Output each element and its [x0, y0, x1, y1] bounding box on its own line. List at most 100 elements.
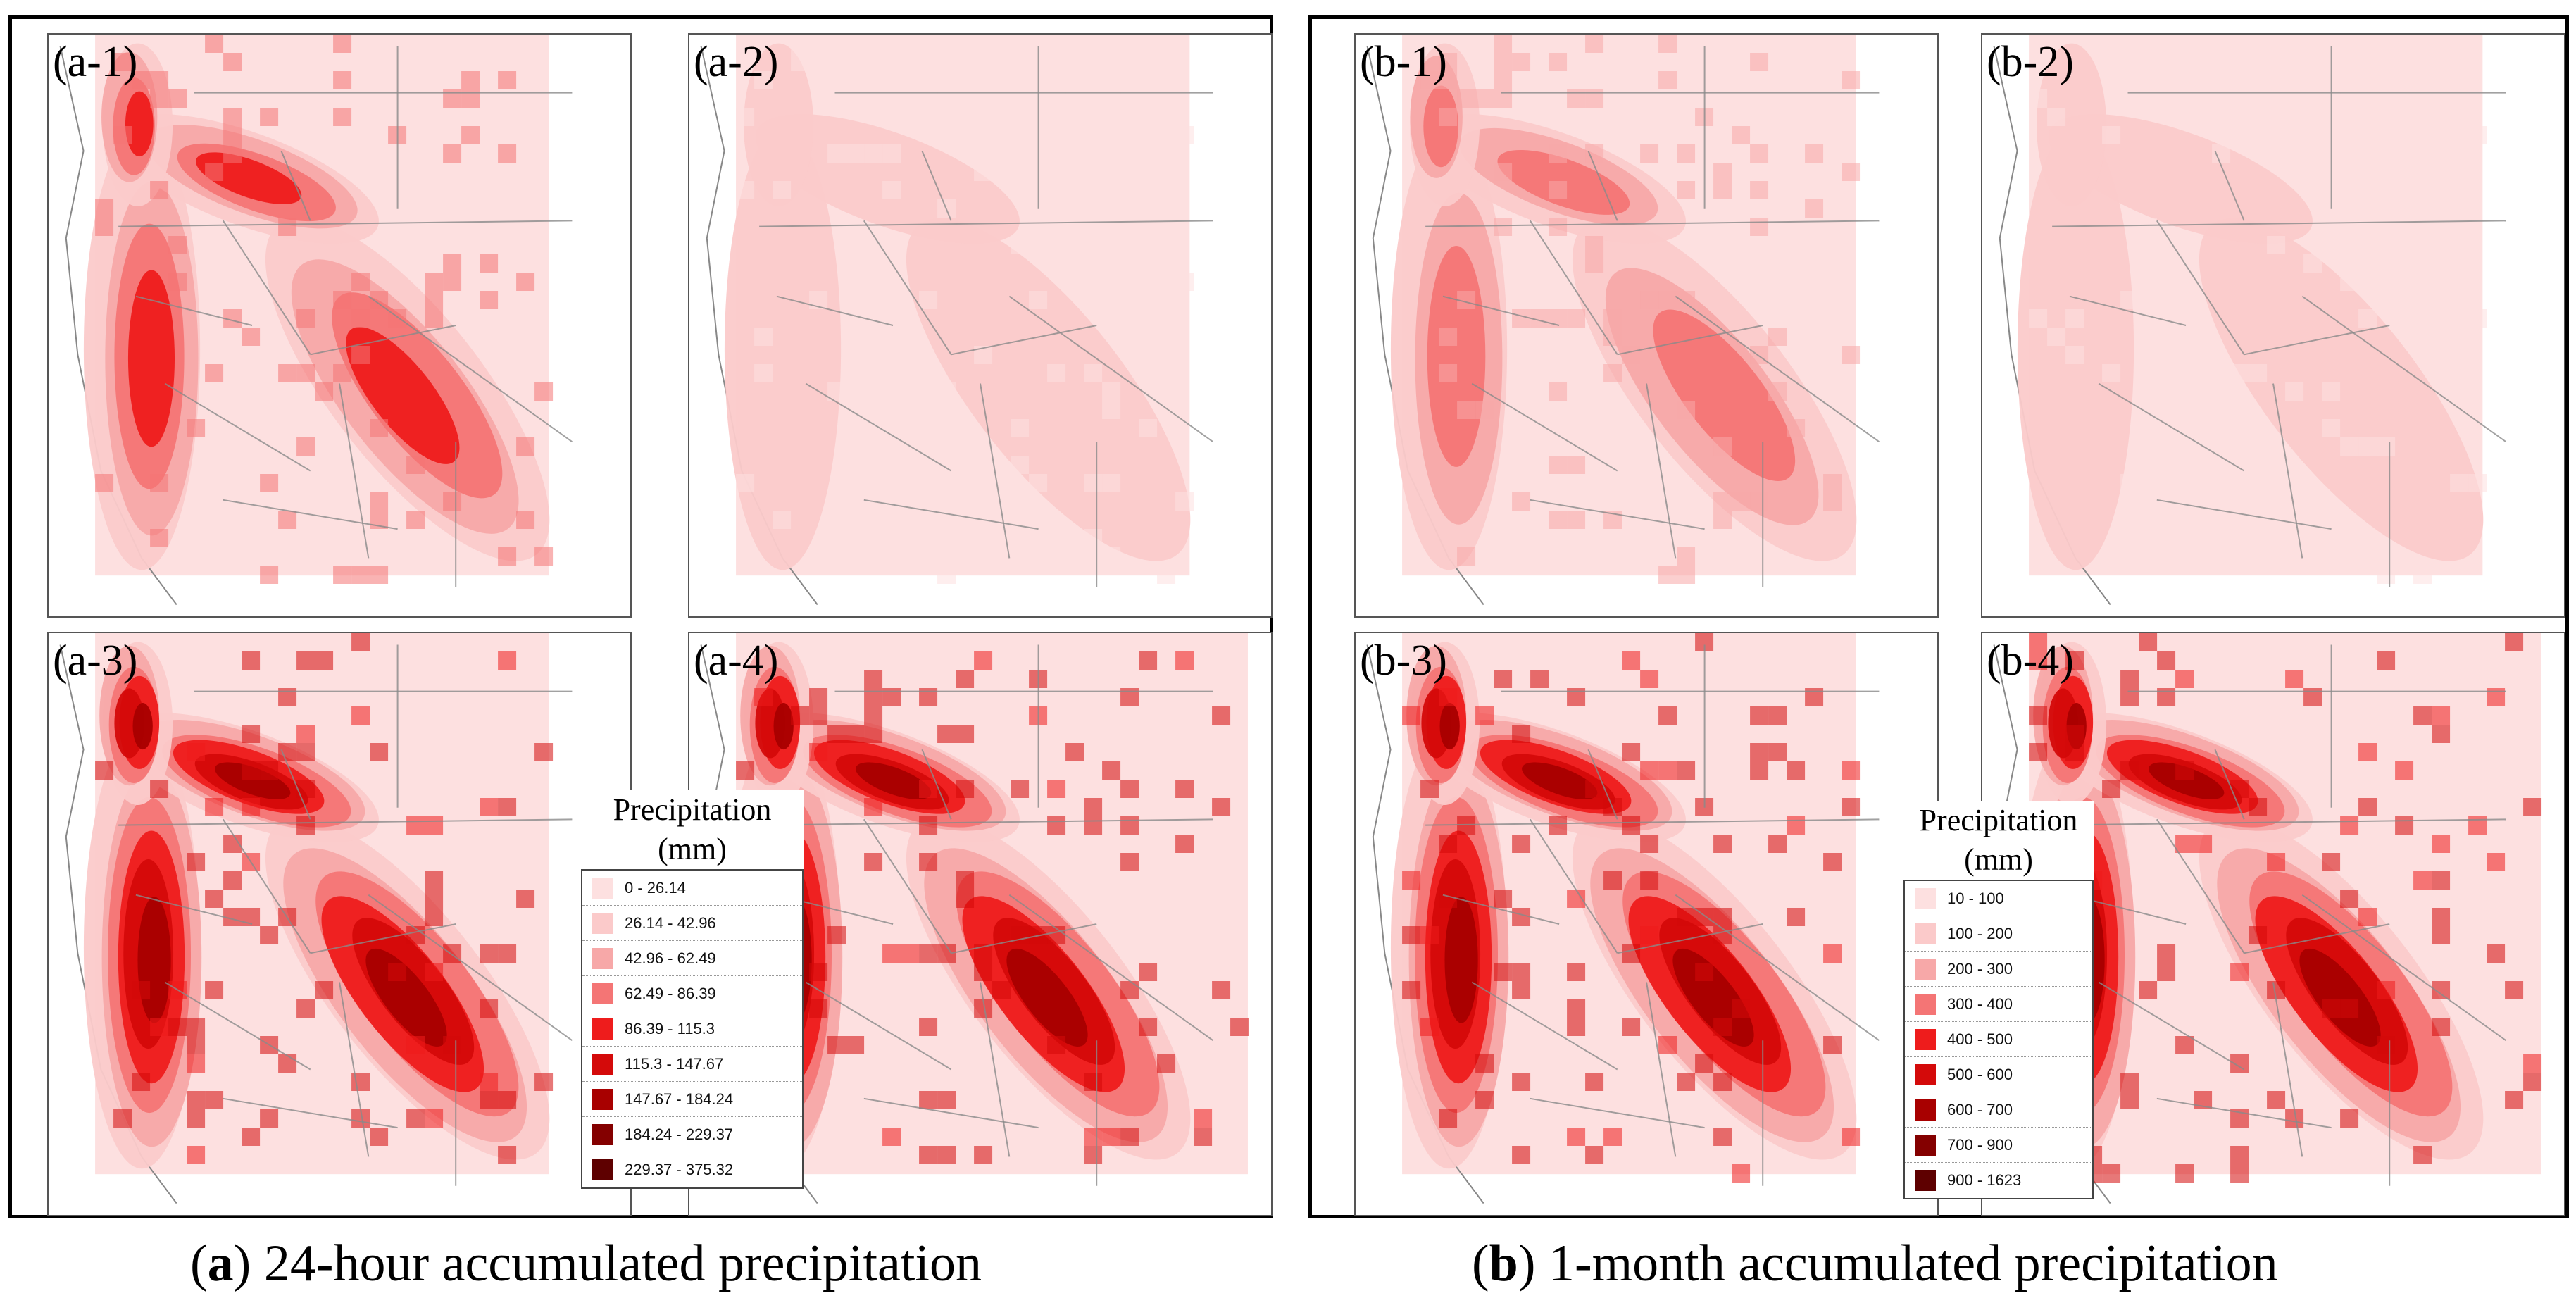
precip-cell [992, 981, 1011, 999]
precip-cell [296, 651, 315, 670]
precip-cell [736, 181, 755, 199]
precip-cell [1102, 199, 1121, 218]
precip-cell [1065, 743, 1084, 761]
precip-cell [1494, 670, 1513, 688]
legend-row: 500 - 600 [1905, 1057, 2092, 1092]
precip-contour [2199, 218, 2484, 561]
precip-cell [1768, 382, 1787, 401]
county-boundary [1675, 295, 1880, 443]
precip-cell [223, 871, 242, 890]
precip-cell [1750, 492, 1769, 511]
precip-cell [187, 1018, 206, 1036]
precip-cell [260, 761, 279, 780]
precip-cell [974, 35, 993, 53]
county-boundary [222, 818, 311, 954]
precip-cell [296, 309, 315, 328]
precip-cell [1549, 382, 1568, 401]
precip-cell [370, 419, 389, 437]
precip-cell [480, 798, 499, 816]
precip-cell [827, 725, 846, 743]
precip-cell [1750, 743, 1769, 761]
precip-cell [498, 547, 517, 566]
precip-cell [2505, 1091, 2524, 1109]
precip-cell [1750, 181, 1769, 199]
precip-cell [1713, 1128, 1732, 1146]
precip-cell [1047, 364, 1066, 382]
precip-contour-group [773, 702, 794, 750]
precip-cell [1157, 254, 1176, 273]
precip-cell [1585, 1146, 1604, 1164]
precip-cell [1750, 53, 1769, 71]
precip-cell [919, 816, 938, 835]
precipitation-map [59, 35, 573, 606]
precip-contour-group [724, 127, 842, 570]
precip-cell [296, 364, 315, 382]
precip-cell [406, 511, 425, 529]
precip-cell [1139, 1018, 1158, 1036]
caption-a-text: 24-hour accumulated precipitation [251, 1235, 982, 1292]
precip-cell [1512, 725, 1531, 743]
precip-cell [919, 1091, 938, 1109]
precip-cell [1567, 1018, 1586, 1036]
precip-cell [754, 364, 773, 382]
legend-swatch [1915, 993, 1936, 1015]
precip-cell [2230, 1164, 2249, 1183]
precip-cell [1842, 163, 1861, 181]
precip-cell [809, 743, 828, 761]
precip-cell [1713, 908, 1732, 926]
map-panel-a-3: (a-3) [47, 632, 632, 1216]
precip-cell [95, 199, 114, 218]
precip-cell [1402, 871, 1421, 890]
precip-cell [2432, 835, 2451, 853]
county-boundary [2052, 818, 2506, 826]
precip-cell [296, 780, 315, 798]
legend-row: 700 - 900 [1905, 1128, 2092, 1163]
precip-cell [864, 71, 883, 89]
precip-cell [1640, 871, 1659, 890]
precip-cell [1603, 1128, 1622, 1146]
precip-cell [956, 890, 975, 908]
county-boundary [759, 818, 1213, 826]
county-boundary [863, 499, 1039, 530]
precip-cell [150, 1018, 169, 1036]
precip-cell [461, 71, 480, 89]
precip-cell [480, 1073, 499, 1091]
precip-cell [1787, 816, 1806, 835]
precip-cell [2450, 163, 2469, 181]
precip-cell [2432, 53, 2451, 71]
map-panel-b-1: (b-1) [1354, 33, 1939, 618]
county-boundary [2272, 383, 2303, 559]
precip-cell [2175, 364, 2194, 382]
precip-cell [132, 981, 151, 999]
precip-cell [150, 474, 169, 492]
precip-cell [443, 273, 462, 291]
precip-cell [205, 364, 224, 382]
precip-cell [2249, 798, 2268, 816]
legend-row: 10 - 100 [1905, 881, 2092, 916]
precip-cell [1047, 144, 1066, 163]
precip-cell [1457, 89, 1476, 108]
county-boundary [2244, 923, 2390, 954]
precip-cell [882, 944, 901, 963]
precip-cell [113, 53, 132, 71]
legend-classes: 0 - 26.14 26.14 - 42.96 42.96 - 62.49 62.49… [581, 869, 804, 1189]
precip-cell [2340, 236, 2359, 254]
precip-cell [1677, 291, 1696, 309]
precip-cell [2047, 328, 2066, 346]
precip-cell [2029, 89, 2048, 108]
precip-cell [882, 181, 901, 199]
precip-cell [1139, 71, 1158, 89]
legend-range-label: 600 - 700 [1947, 1100, 2013, 1118]
precip-cell [1512, 908, 1531, 926]
county-boundary [921, 150, 952, 221]
county-boundary [164, 382, 311, 472]
precip-cell [1084, 529, 1103, 547]
precip-cell [736, 474, 755, 492]
precip-cell [2487, 944, 2506, 963]
precip-contour [365, 948, 447, 1047]
county-boundary [1442, 295, 1560, 326]
precip-cell [2377, 651, 2396, 670]
precip-cell [370, 1128, 389, 1146]
legend-swatch [1915, 1099, 1936, 1121]
precip-cell [2395, 254, 2414, 273]
